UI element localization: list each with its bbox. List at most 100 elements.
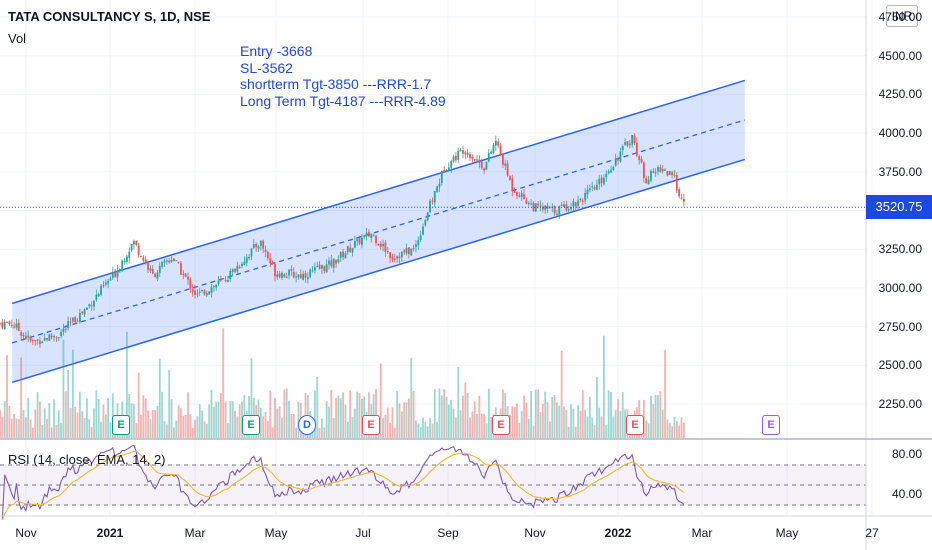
volume-bar — [20, 357, 23, 438]
candle-body — [292, 272, 295, 278]
volume-bar — [682, 422, 685, 438]
rsi-label[interactable]: RSI (14, close, EMA, 14, 2) — [8, 452, 166, 467]
earnings-marker-icon[interactable]: E — [362, 415, 380, 435]
volume-bar — [217, 401, 220, 438]
price-tick-label: 3000.00 — [878, 280, 922, 295]
volume-bar — [471, 411, 474, 438]
candle-body — [69, 321, 72, 323]
price-tick-label: 4000.00 — [878, 126, 922, 141]
candle-body — [459, 149, 462, 152]
candle-body — [356, 237, 359, 242]
volume-bar — [55, 424, 58, 438]
candle-body — [107, 280, 109, 284]
volume-bar — [478, 395, 481, 438]
candle-body — [39, 340, 41, 345]
volume-bar — [675, 421, 678, 438]
time-tick-label: Nov — [15, 526, 37, 540]
volume-bar — [591, 417, 594, 438]
volume-bar — [405, 402, 408, 438]
price-tick-label: 4750.00 — [878, 10, 922, 24]
volume-bar — [43, 408, 46, 438]
volume-bar — [323, 427, 326, 438]
candle-body — [415, 244, 417, 248]
volume-bar — [69, 407, 72, 438]
candle-body — [657, 166, 659, 172]
candle-body — [297, 274, 300, 278]
trade-annotation[interactable]: Entry -3668 SL-3562 shortterm Tgt-3850 -… — [240, 43, 446, 109]
volume-bar — [668, 422, 671, 438]
channel-upper-line — [12, 79, 746, 305]
volume-bar — [666, 419, 669, 438]
volume-bar — [156, 406, 159, 438]
volume-bar — [212, 406, 215, 438]
candle-body — [511, 178, 514, 191]
candle-body — [400, 251, 403, 258]
candle-body — [6, 322, 8, 324]
candle-body — [196, 293, 199, 295]
candle-body — [81, 311, 84, 314]
earnings-marker-icon[interactable]: E — [762, 415, 780, 435]
candle-body — [215, 284, 218, 288]
candle-body — [46, 338, 48, 340]
volume-bar — [511, 406, 514, 438]
annotation-short-target: shortterm Tgt-3850 ---RRR-1.7 — [240, 76, 432, 92]
volume-bar — [60, 423, 62, 438]
volume-bar — [165, 424, 168, 438]
symbol-title[interactable]: TATA CONSULTANCY S, 1D, NSE — [8, 9, 211, 24]
volume-bar — [572, 408, 575, 438]
candle-body — [126, 256, 128, 262]
volume-bar — [285, 388, 288, 438]
candle-body — [86, 307, 88, 310]
volume-bar — [168, 369, 171, 438]
volume-bar — [34, 409, 37, 438]
candle-body — [234, 268, 236, 272]
earnings-marker-icon[interactable]: E — [242, 415, 260, 435]
earnings-marker-icon[interactable]: E — [492, 415, 510, 435]
candle-body — [480, 161, 483, 168]
volume-bar — [513, 406, 516, 438]
candle-body — [671, 172, 673, 175]
volume-bar — [288, 401, 290, 438]
candle-body — [631, 135, 634, 145]
volume-bar — [617, 399, 619, 438]
dividend-marker-icon[interactable]: D — [298, 415, 316, 435]
currency-badge[interactable]: INR — [886, 5, 918, 27]
volume-bar — [62, 339, 65, 438]
volume-bar — [563, 406, 565, 438]
candle-body — [130, 243, 133, 251]
volume-bar — [664, 349, 666, 438]
candle-body — [203, 290, 206, 295]
volume-bar — [198, 404, 201, 438]
candle-body — [502, 153, 504, 165]
volume-bar — [208, 404, 211, 438]
volume-bar — [462, 395, 464, 438]
volume-bar — [415, 420, 417, 438]
volume-bar — [567, 426, 570, 438]
candle-body — [3, 322, 6, 329]
volume-bar — [551, 396, 554, 438]
volume-bar — [222, 328, 225, 438]
candle-body — [619, 151, 622, 162]
rsi-pane — [0, 444, 866, 521]
volume-bar — [673, 416, 676, 438]
candle-body — [208, 291, 211, 295]
volume-bar — [375, 389, 377, 438]
volume-bar — [57, 410, 60, 438]
volume-bar — [191, 427, 194, 438]
volume-bar — [603, 335, 605, 438]
candle-body — [29, 337, 32, 341]
candle-body — [403, 250, 406, 253]
candle-body — [67, 321, 70, 329]
volume-bar — [36, 392, 39, 438]
earnings-marker-icon[interactable]: E — [112, 415, 130, 435]
candle-body — [189, 279, 192, 289]
candle-body — [504, 163, 507, 166]
candle-body — [111, 271, 114, 278]
candle-body — [506, 163, 509, 176]
candle-body — [410, 248, 413, 256]
candle-body — [48, 334, 51, 341]
earnings-marker-icon[interactable]: E — [626, 415, 644, 435]
volume-bar — [516, 403, 518, 438]
volume-bar — [431, 423, 434, 438]
